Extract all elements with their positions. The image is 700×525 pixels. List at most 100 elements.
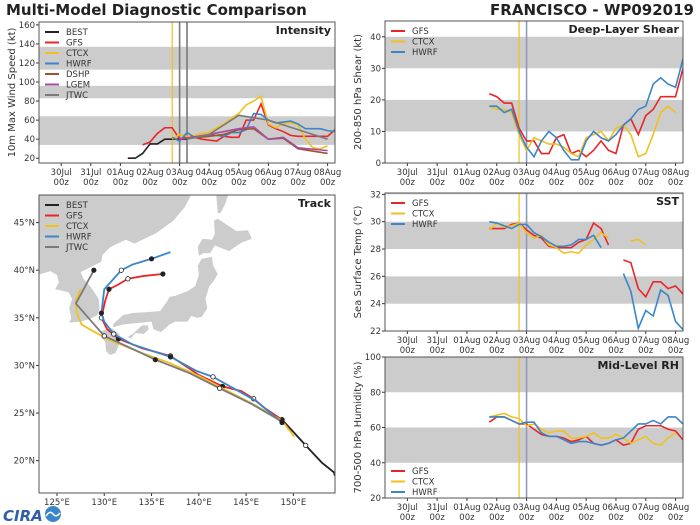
legend-label: HWRF xyxy=(412,220,438,230)
x-tick-label: 00z xyxy=(549,178,565,188)
panel-title: Track xyxy=(298,197,332,210)
x-tick-label: 07Aug xyxy=(632,168,659,178)
x-tick-label: 31Jul xyxy=(80,168,101,178)
series-gfs xyxy=(488,68,683,158)
y-tick-label: 60 xyxy=(370,424,381,434)
x-tick-label: 07Aug xyxy=(632,503,659,513)
series-ctcx xyxy=(488,105,677,158)
shaded-band xyxy=(385,276,683,304)
x-tick-label: 00z xyxy=(519,178,535,188)
series-ctcx xyxy=(489,412,677,447)
legend-label: GFS xyxy=(66,39,83,49)
y-tick-label: 20 xyxy=(370,494,381,504)
x-tick-label: 02Aug xyxy=(136,168,163,178)
y-tick-label: 100 xyxy=(19,78,35,88)
track-point-marker xyxy=(217,385,223,391)
series-hwrf xyxy=(622,273,683,331)
track-point-marker xyxy=(118,267,124,273)
x-tick-label: 00z xyxy=(54,178,70,188)
y-tick-label: 22 xyxy=(370,327,381,337)
lon-tick-label: 135°E xyxy=(139,498,165,508)
series-ctcx xyxy=(630,238,647,246)
legend-label: CTCX xyxy=(412,210,435,220)
x-tick-label: 31Jul xyxy=(427,168,448,178)
land-mass xyxy=(39,195,192,323)
series-hwrf xyxy=(489,58,683,161)
x-tick-label: 00z xyxy=(519,346,535,356)
panel-sst: 30Jul00z31Jul00z01Aug00z02Aug00z03Aug00z… xyxy=(353,190,689,356)
y-tick-label: 140 xyxy=(19,40,35,50)
y-tick-label: 100 xyxy=(365,353,381,363)
x-tick-label: 04Aug xyxy=(195,168,222,178)
logo-text: CIRA xyxy=(3,507,43,525)
legend-label: HWRF xyxy=(66,233,92,243)
lat-tick-label: 35°N xyxy=(14,314,35,324)
lon-tick-label: 150°E xyxy=(280,498,306,508)
x-tick-label: 00z xyxy=(579,178,595,188)
x-tick-label: 08Aug xyxy=(662,336,689,346)
track-point-marker xyxy=(279,418,285,425)
shaded-band xyxy=(385,357,683,393)
storm-title: FRANCISCO - WP092019 xyxy=(490,1,694,19)
series-lgem xyxy=(179,125,328,152)
y-axis-label: Sea Surface Temp (°C) xyxy=(353,206,364,319)
x-tick-label: 00z xyxy=(430,178,446,188)
x-tick-label: 02Aug xyxy=(483,336,510,346)
legend-label: HWRF xyxy=(412,488,438,498)
x-tick-label: 00z xyxy=(430,346,446,356)
x-tick-label: 07Aug xyxy=(284,168,311,178)
x-tick-label: 03Aug xyxy=(513,503,540,513)
lon-tick-label: 130°E xyxy=(91,498,117,508)
x-tick-label: 01Aug xyxy=(107,168,134,178)
panel-title: Mid-Level RH xyxy=(597,359,679,372)
legend-label: HWRF xyxy=(412,48,438,58)
x-tick-label: 00z xyxy=(668,513,684,523)
x-tick-label: 00z xyxy=(668,346,684,356)
x-tick-label: 30Jul xyxy=(397,336,418,346)
plot-frame xyxy=(384,356,684,499)
x-tick-label: 00z xyxy=(400,178,416,188)
x-tick-label: 00z xyxy=(290,178,306,188)
legend-label: DSHP xyxy=(66,70,89,80)
y-tick-label: 40 xyxy=(370,459,381,469)
x-tick-label: 06Aug xyxy=(602,168,629,178)
legend-label: JTWC xyxy=(65,243,88,253)
y-tick-label: 28 xyxy=(370,245,381,255)
x-tick-label: 00z xyxy=(489,178,505,188)
x-tick-label: 02Aug xyxy=(483,168,510,178)
x-tick-label: 00z xyxy=(489,513,505,523)
y-axis-label: 700-500 hPa Humidity (%) xyxy=(353,361,364,493)
x-tick-label: 08Aug xyxy=(662,168,689,178)
x-tick-label: 00z xyxy=(320,178,336,188)
track-point-marker xyxy=(98,310,105,316)
x-tick-label: 05Aug xyxy=(572,336,599,346)
y-tick-label: 0 xyxy=(376,159,381,169)
lat-tick-label: 20°N xyxy=(14,457,35,467)
shaded-band xyxy=(385,99,683,132)
track-point-marker xyxy=(106,286,112,292)
legend-label: JTWC xyxy=(65,91,88,101)
x-tick-label: 00z xyxy=(113,178,129,188)
x-tick-label: 00z xyxy=(142,178,158,188)
legend-label: BEST xyxy=(66,28,89,38)
y-tick-label: 80 xyxy=(24,97,35,107)
land-mass xyxy=(127,325,149,339)
x-tick-label: 06Aug xyxy=(602,503,629,513)
y-tick-label: 160 xyxy=(19,21,35,31)
x-tick-label: 03Aug xyxy=(166,168,193,178)
panel-title: Intensity xyxy=(276,24,331,37)
panel-rh: 30Jul00z31Jul00z01Aug00z02Aug00z03Aug00z… xyxy=(353,353,689,523)
x-tick-label: 00z xyxy=(608,178,624,188)
x-tick-label: 00z xyxy=(172,178,188,188)
series-gfs xyxy=(623,259,683,299)
y-tick-label: 30 xyxy=(370,64,381,74)
lon-tick-label: 140°E xyxy=(186,498,212,508)
legend-label: CTCX xyxy=(66,222,89,232)
y-tick-label: 30 xyxy=(370,218,381,228)
x-tick-label: 00z xyxy=(638,513,654,523)
series-gfs xyxy=(142,101,335,146)
y-tick-label: 40 xyxy=(24,135,35,145)
shaded-band xyxy=(385,36,683,69)
y-tick-label: 80 xyxy=(370,388,381,398)
